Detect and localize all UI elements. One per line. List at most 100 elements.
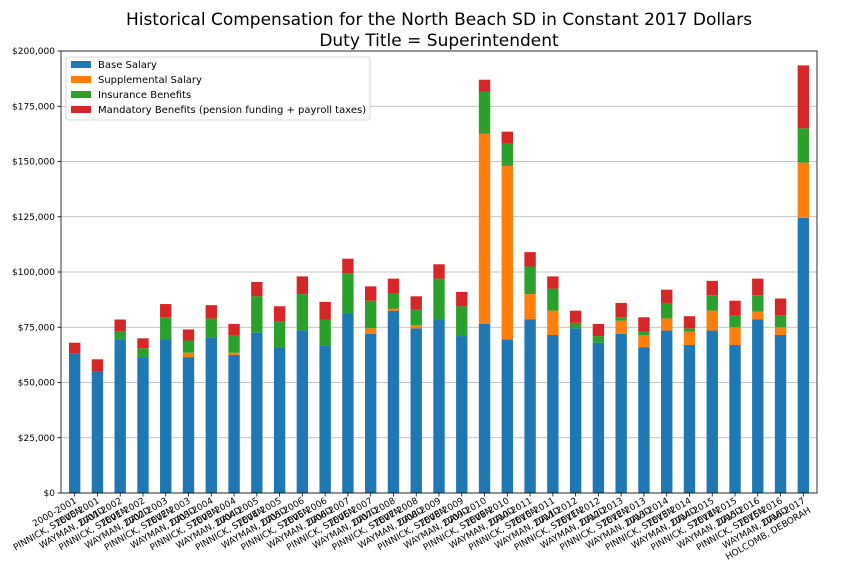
bar-segment-insurance-22: [569, 322, 582, 329]
bar-segment-base-32: [797, 217, 810, 494]
bar-segment-base-16: [433, 319, 445, 493]
bar-segment-base-22: [569, 328, 582, 493]
bar-segment-base-2: [114, 339, 126, 493]
bar-segment-mandatory-1: [91, 359, 104, 372]
bar-segment-base-19: [501, 339, 514, 493]
legend-swatch: [71, 76, 91, 83]
bar-segment-insurance-18: [478, 91, 491, 134]
bar-segment-supplemental-28: [706, 310, 718, 331]
bar-segment-insurance-32: [797, 128, 810, 163]
bar-segment-insurance-9: [273, 321, 286, 348]
bar-segment-insurance-8: [251, 296, 263, 333]
y-tick-label: $0: [44, 489, 56, 499]
y-axis: $0 $25,000 $50,000 $75,000 $100,000 $125,000 $…: [12, 47, 61, 499]
bar-segment-insurance-12: [342, 273, 354, 314]
bar-segment-base-13: [364, 333, 377, 493]
bar-segment-insurance-29: [729, 315, 741, 328]
bar-segment-mandatory-10: [296, 276, 309, 295]
bar-segment-mandatory-25: [638, 317, 650, 332]
bar-segment-supplemental-18: [478, 133, 491, 324]
bar-segment-mandatory-26: [661, 289, 673, 303]
bar-segment-base-27: [683, 344, 696, 493]
bar-segment-supplemental-31: [774, 327, 787, 335]
bar-segment-insurance-7: [228, 334, 240, 353]
bar-segment-mandatory-8: [251, 281, 263, 297]
y-tick-label: $175,000: [12, 102, 55, 112]
bar-segment-mandatory-19: [501, 131, 514, 144]
bar-segment-mandatory-7: [228, 323, 240, 335]
bar-segment-mandatory-32: [797, 65, 810, 129]
chart-subtitle: Duty Title = Superintendent: [319, 31, 559, 51]
bar-segment-mandatory-18: [478, 79, 491, 92]
bar-segment-mandatory-20: [524, 252, 536, 267]
bar-segment-mandatory-24: [615, 302, 627, 318]
bar-segment-supplemental-13: [364, 328, 377, 334]
bar-segment-mandatory-13: [364, 286, 377, 301]
bar-segment-insurance-2: [114, 331, 126, 340]
bar-segment-base-17: [456, 336, 468, 493]
bar-segment-base-26: [661, 330, 673, 493]
y-tick-label: $125,000: [12, 213, 55, 223]
bar-segment-base-30: [752, 319, 764, 493]
bar-segment-mandatory-28: [706, 280, 718, 296]
bar-segment-supplemental-27: [683, 331, 696, 345]
bar-segment-base-21: [547, 334, 559, 493]
legend-label: Supplemental Salary: [98, 75, 202, 86]
bar-segment-base-8: [251, 332, 263, 493]
bar-segment-supplemental-29: [729, 327, 741, 345]
bar-segment-base-18: [478, 323, 491, 493]
bar-segment-insurance-6: [205, 318, 217, 338]
bar-segment-supplemental-21: [547, 310, 559, 335]
bar-segment-insurance-15: [410, 309, 422, 326]
bar-segment-supplemental-5: [182, 352, 195, 358]
legend: Base Salary Supplemental Salary Insurance …: [65, 56, 371, 121]
bar-segment-mandatory-3: [137, 338, 149, 349]
bar-segment-base-5: [182, 357, 195, 493]
bar-segment-insurance-16: [433, 278, 445, 320]
y-tick-label: $50,000: [18, 379, 55, 389]
bar-segment-insurance-14: [387, 292, 400, 309]
legend-swatch: [71, 91, 91, 98]
bar-segment-base-31: [774, 334, 787, 493]
legend-swatch: [71, 106, 91, 113]
bar-segment-insurance-25: [638, 331, 650, 335]
bar-segment-insurance-27: [683, 328, 696, 332]
bar-segment-base-15: [410, 328, 422, 493]
y-tick-label: $75,000: [18, 323, 55, 333]
bar-segment-base-10: [296, 330, 309, 493]
bar-segment-mandatory-30: [752, 278, 764, 296]
plot-frame: [60, 50, 818, 494]
bar-segment-base-25: [638, 347, 650, 493]
bar-segment-mandatory-31: [774, 298, 787, 316]
bar-segment-base-29: [729, 344, 741, 493]
bar-segment-supplemental-7: [228, 352, 240, 355]
bar-segment-base-3: [137, 357, 149, 493]
y-tick-label: $100,000: [12, 268, 55, 278]
bar-segment-base-24: [615, 333, 627, 493]
bar-segment-insurance-19: [501, 143, 514, 166]
bar-segment-mandatory-6: [205, 305, 217, 319]
y-tick-label: $150,000: [12, 158, 55, 168]
bar-segment-base-23: [592, 342, 605, 493]
bar-segment-base-12: [342, 313, 354, 493]
bar-segment-supplemental-14: [387, 308, 400, 311]
legend-label: Base Salary: [98, 60, 157, 71]
bar-segment-insurance-11: [319, 319, 331, 347]
bar-segment-insurance-23: [592, 336, 605, 343]
bar-segment-insurance-24: [615, 317, 627, 321]
bar-segment-mandatory-9: [273, 306, 286, 322]
bar-segment-mandatory-4: [160, 304, 172, 318]
bar-segment-supplemental-25: [638, 334, 650, 348]
bar-segment-insurance-3: [137, 348, 149, 358]
bar-segment-base-6: [205, 337, 217, 493]
bar-segment-supplemental-19: [501, 165, 514, 340]
bar-segment-supplemental-15: [410, 325, 422, 329]
bar-segment-insurance-13: [364, 300, 377, 329]
bar-segment-insurance-4: [160, 317, 172, 340]
bar-segment-insurance-31: [774, 315, 787, 328]
bars: [68, 65, 810, 494]
bar-segment-mandatory-14: [387, 278, 400, 293]
legend-swatch: [71, 61, 91, 68]
